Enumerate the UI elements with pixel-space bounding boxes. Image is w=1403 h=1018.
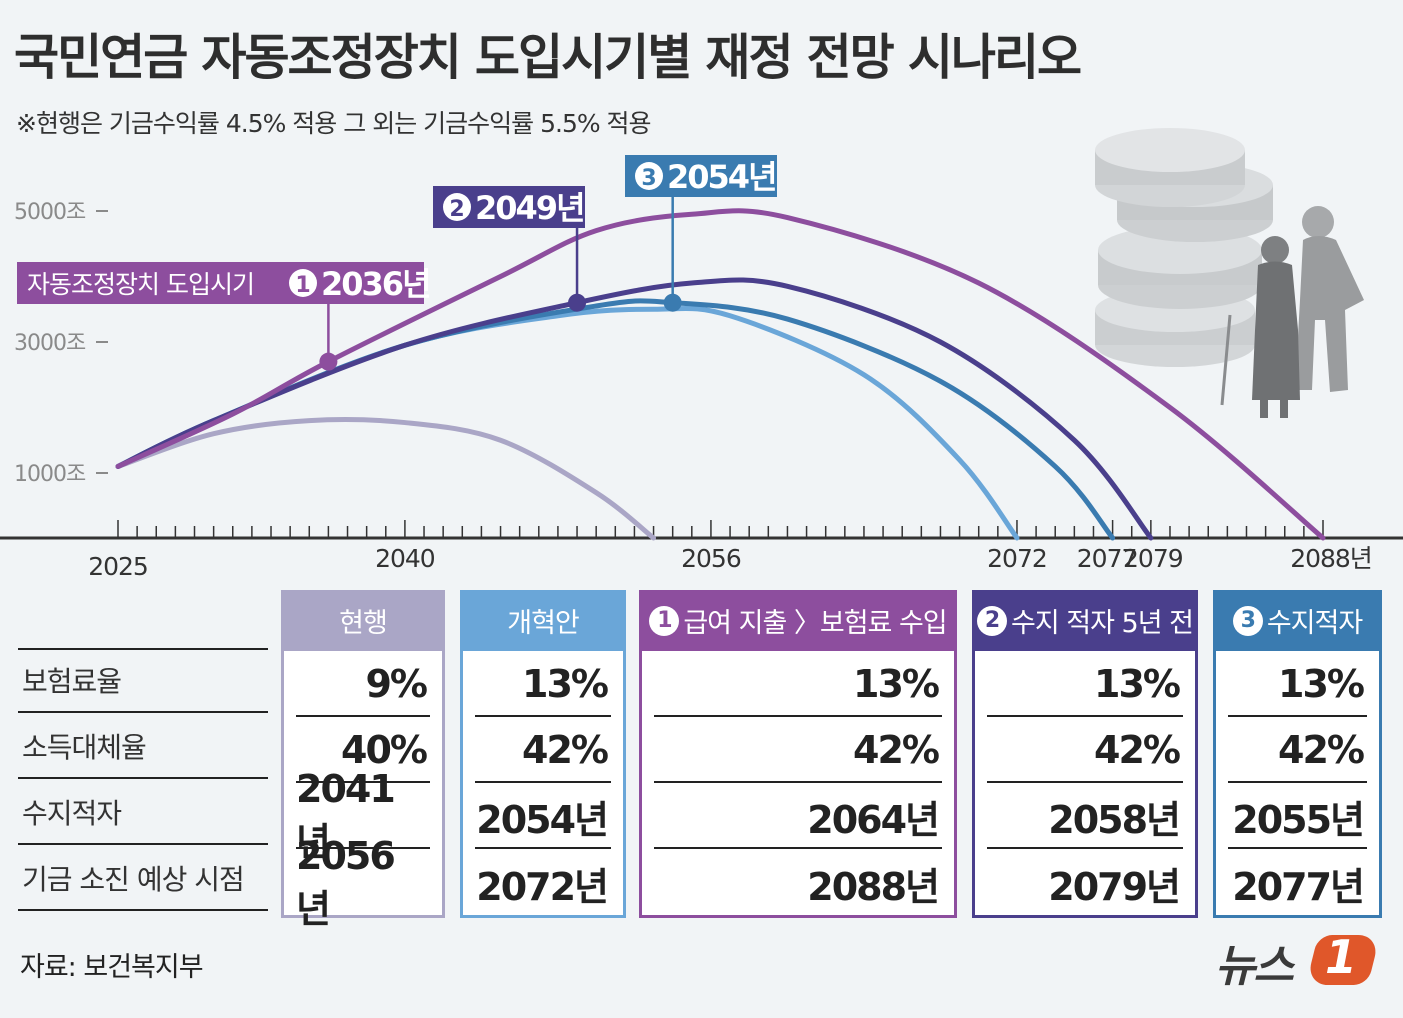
table-cell: 42% (475, 719, 611, 783)
marker-badge-number: 3 (641, 166, 656, 191)
series-line-scenario1 (115, 208, 1326, 541)
x-tick-label: 2079 (1123, 544, 1183, 573)
table-cell: 42% (987, 719, 1183, 783)
table-cell: 2077년 (1232, 864, 1365, 909)
series-line-scenario3 (115, 298, 1116, 541)
row-label: 기금 소진 예상 시점 (18, 847, 268, 911)
table-column-header: 3 수지적자 (1213, 590, 1382, 651)
marker-badge-number: 2 (449, 197, 464, 222)
column-header-label: 현행 (339, 608, 388, 639)
table-cell: 2056년 (296, 833, 396, 931)
chart-markers-group: 자동조정장치 도입시기 1 2036년 2 2049년 3 2054년 (17, 155, 778, 371)
column-badge: 1 (649, 605, 680, 636)
table-cell: 9% (296, 653, 430, 717)
page-subtitle: ※현행은 기금수익률 4.5% 적용 그 외는 기금수익률 5.5% 적용 (16, 109, 652, 138)
table-cell: 2058년 (987, 785, 1183, 849)
column-badge: 2 (977, 605, 1008, 636)
table-cell: 13% (654, 653, 942, 717)
marker-callout-box (17, 262, 424, 304)
marker-callout-year: 2049년 (475, 189, 584, 227)
table-cell: 2072년 (476, 864, 609, 909)
table-column-scenario3: 3 수지적자 13% 42% 2055년 2077년 (1213, 590, 1382, 918)
table-cell: 2064년 (654, 785, 942, 849)
row-label: 보험료율 (18, 649, 268, 713)
marker-dot (319, 352, 338, 371)
table-column-reform: 개혁안 13% 42% 2054년 2072년 (460, 590, 626, 918)
series-line-reform (115, 305, 1020, 541)
page-title: 국민연금 자동조정장치 도입시기별 재정 전망 시나리오 (14, 29, 1082, 86)
news1-logo-number: 1 (1325, 930, 1358, 984)
table-column-header: 개혁안 (460, 590, 626, 651)
table-cell: 40% (296, 719, 430, 783)
marker-badge-number: 1 (295, 273, 310, 298)
table-cell: 42% (1228, 719, 1367, 783)
table-column-scenario1: 1 급여 지출 〉보험료 수입 13% 42% 2064년 2088년 (639, 590, 957, 918)
x-tick-label: 2040 (375, 544, 435, 573)
x-tick-label: 2077 (1077, 544, 1137, 573)
table-column-current: 현행 9% 40% 2041년 2056년 (281, 590, 445, 931)
source-note: 자료: 보건복지부 (20, 952, 204, 983)
row-labels-top-rule (18, 648, 268, 650)
table-cell: 42% (654, 719, 942, 783)
column-header-label: 개혁안 (507, 608, 580, 639)
column-header-label: 수지적자 (1266, 608, 1363, 639)
series-line-current (115, 417, 657, 541)
y-tick-label: 3000조 (14, 331, 86, 356)
x-tick-label: 2088년 (1290, 544, 1372, 573)
column-header-label: 수지 적자 5년 전 (1011, 608, 1194, 639)
row-label: 수지적자 (18, 781, 268, 845)
y-tick-label: 5000조 (14, 200, 86, 225)
table-column-scenario2: 2 수지 적자 5년 전 13% 42% 2058년 2079년 (972, 590, 1198, 918)
column-header-label: 급여 지출 〉보험료 수입 (683, 608, 947, 639)
column-badge: 3 (1232, 605, 1263, 636)
x-tick-label: 2025 (88, 552, 148, 581)
x-tick-label: 2056 (681, 544, 741, 573)
marker-dot (568, 293, 587, 312)
table-cell: 2054년 (475, 785, 611, 849)
marker-badge (289, 269, 317, 297)
row-label: 소득대체율 (18, 715, 268, 779)
table-cell: 2079년 (1048, 864, 1181, 909)
marker-badge (635, 162, 663, 190)
marker-badge (443, 193, 471, 221)
table-column-header: 현행 (281, 590, 445, 651)
marker-callout-year: 2036년 (321, 265, 430, 303)
table-cell: 2055년 (1228, 785, 1367, 849)
series-line-scenario2 (115, 277, 1154, 541)
table-column-header: 1 급여 지출 〉보험료 수입 (639, 590, 957, 651)
table-cell: 13% (475, 653, 611, 717)
marker-dot (663, 293, 682, 312)
table-cell: 13% (1228, 653, 1367, 717)
table-column-header: 2 수지 적자 5년 전 (972, 590, 1198, 651)
y-tick-label: 1000조 (14, 462, 86, 487)
elderly-couple-icon (1220, 206, 1364, 418)
table-cell: 2088년 (807, 864, 940, 909)
x-tick-label: 2072 (987, 544, 1047, 573)
marker-callout-label: 자동조정장치 도입시기 (27, 270, 254, 299)
chart-series-group (115, 208, 1326, 541)
table-cell: 13% (987, 653, 1183, 717)
news1-logo: 뉴스 (1215, 941, 1294, 992)
marker-callout-year: 2054년 (667, 158, 776, 196)
coin-stack-icon (1095, 128, 1273, 367)
